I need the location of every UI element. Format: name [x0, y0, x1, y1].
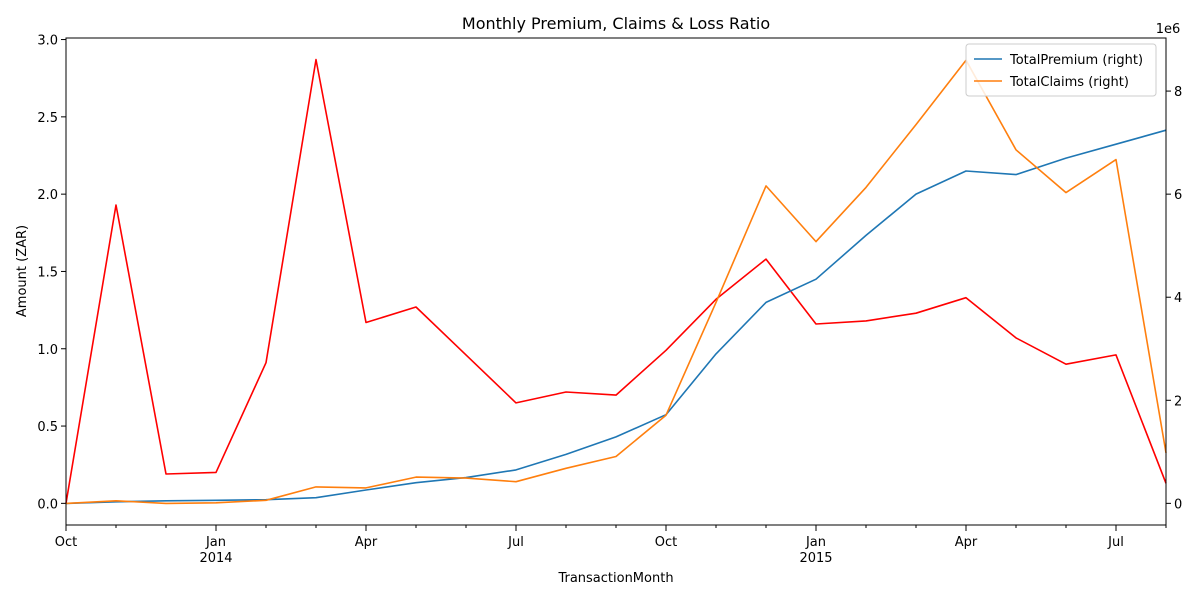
y2-tick-label: 2	[1174, 394, 1182, 409]
y-tick-label: 1.0	[37, 343, 58, 358]
x-tick-label: Oct	[55, 535, 77, 550]
y2-tick-label: 8	[1174, 85, 1182, 100]
x-tick-label: Jan	[805, 535, 826, 550]
right-axis-offset-label: 1e6	[1156, 22, 1181, 37]
y-tick-label: 3.0	[37, 34, 58, 49]
axes-border	[65, 37, 1167, 526]
y-tick-label: 2.0	[37, 188, 58, 203]
y2-tick-label: 0	[1174, 497, 1182, 512]
y-tick-label: 1.5	[37, 265, 58, 280]
legend: TotalPremium (right) TotalClaims (right)	[965, 43, 1157, 97]
series-line-loss-ratio	[65, 58, 1167, 504]
y-axis-label: Amount (ZAR)	[15, 225, 30, 317]
y-tick-label: 0.5	[37, 420, 58, 435]
y-tick-label: 0.0	[37, 497, 58, 512]
x-tick-label: Jan	[205, 535, 226, 550]
legend-box	[965, 43, 1157, 97]
y2-tick-label: 4	[1174, 291, 1182, 306]
x-tick-label: Jul	[507, 535, 524, 550]
legend-label: TotalPremium (right)	[1009, 53, 1143, 68]
y-tick-label: 2.5	[37, 111, 58, 126]
y2-tick-label: 6	[1174, 188, 1182, 203]
chart-title: Monthly Premium, Claims & Loss Ratio	[462, 14, 770, 33]
series-line-totalpremium-right	[65, 129, 1167, 505]
x-tick-label: Jul	[1107, 535, 1124, 550]
x-tick-year-label: 2015	[799, 551, 832, 566]
x-tick-year-label: 2014	[199, 551, 232, 566]
x-tick-label: Apr	[955, 535, 978, 550]
x-axis-label: TransactionMonth	[557, 571, 673, 586]
x-tick-label: Apr	[355, 535, 378, 550]
axes-frame	[65, 37, 1167, 526]
x-tick-label: Oct	[655, 535, 677, 550]
legend-label: TotalClaims (right)	[1009, 75, 1129, 90]
